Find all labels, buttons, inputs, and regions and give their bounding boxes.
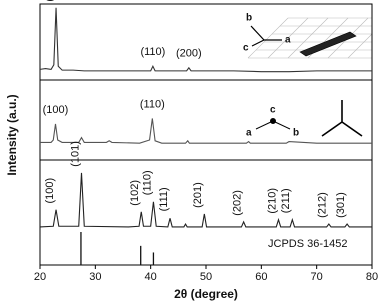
inset-label: c xyxy=(270,105,276,116)
x-tick-label: 20 xyxy=(34,271,46,283)
inset-label: c xyxy=(243,43,249,54)
inset-slab xyxy=(299,31,357,57)
peak-label: (200) xyxy=(176,48,202,60)
peak-label: (211) xyxy=(280,188,292,213)
inset-label: a xyxy=(285,35,291,46)
x-tick-label: 60 xyxy=(255,271,267,283)
peak-label: (202) xyxy=(232,190,244,216)
peak-label: (110) xyxy=(140,98,165,110)
inset-dot xyxy=(270,118,276,124)
x-tick-label: 80 xyxy=(366,271,378,283)
x-tick-label: 30 xyxy=(89,271,101,283)
inset-crystal xyxy=(247,17,373,59)
inset-bonds xyxy=(255,120,291,130)
peak-label: (110) xyxy=(140,46,165,58)
x-axis-label: 2θ (degree) xyxy=(174,287,238,301)
peak-label: (301) xyxy=(335,192,347,218)
inset-label: b xyxy=(293,128,299,139)
reference-label: JCPDS 36-1452 xyxy=(268,238,348,250)
pattern-line xyxy=(39,172,372,228)
x-tick-label: 70 xyxy=(311,271,323,283)
peak-label: (100) xyxy=(44,178,56,204)
peak-label: (102) xyxy=(129,180,141,206)
inset-triangle xyxy=(255,100,363,137)
peak-label: (110) xyxy=(141,170,153,195)
pattern-line xyxy=(40,118,372,144)
peak-label: (212) xyxy=(317,192,329,218)
inset-label: a xyxy=(246,128,252,139)
x-tick-label: 40 xyxy=(145,271,157,283)
peak-label: (100) xyxy=(43,104,69,116)
peak-label: (201) xyxy=(192,182,204,208)
peak-label: (111) xyxy=(158,187,170,211)
pattern-line xyxy=(39,7,372,73)
peak-label: (210) xyxy=(266,188,278,214)
inset-axes xyxy=(250,25,282,47)
inset-label: b xyxy=(246,13,252,24)
peak-label: (101) xyxy=(69,141,81,167)
y-axis-label: Intensity (a.u.) xyxy=(5,94,19,175)
x-tick-label: 50 xyxy=(200,271,212,283)
inset-star xyxy=(321,100,363,137)
inset-grid xyxy=(247,17,373,59)
peak-label: (100) xyxy=(44,0,56,2)
